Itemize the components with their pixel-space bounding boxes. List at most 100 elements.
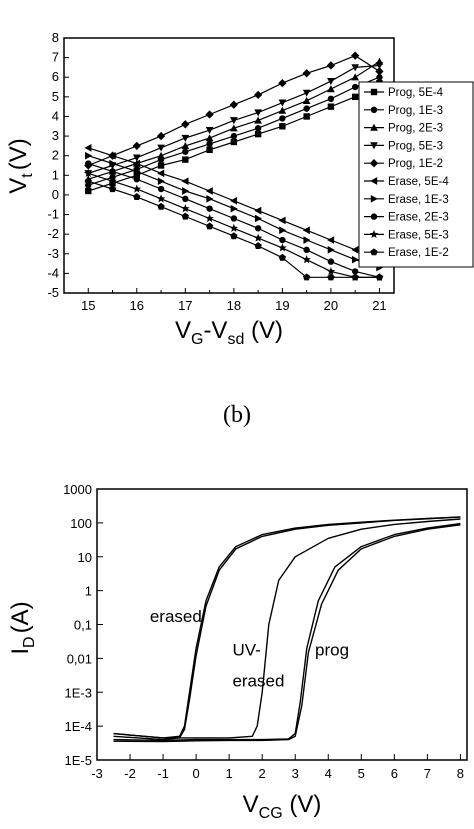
chart-a-data-point <box>253 90 263 100</box>
chart-a-data-point <box>157 151 165 159</box>
chart-a-y-tick-label: 0 <box>52 187 59 202</box>
chart-a-data-point <box>157 177 165 186</box>
chart-a-data-point <box>132 184 142 193</box>
chart-a-data-point <box>84 168 93 177</box>
chart-a-data-point <box>182 195 189 203</box>
chart-b-curve-4 <box>113 524 461 743</box>
chart-a-legend-entry: Erase, 1E-2 <box>364 247 449 259</box>
chart-a-data-point <box>205 222 214 230</box>
chart-a-data-point <box>327 95 335 103</box>
chart-b-x-ticks: -3 -2 -1 0 1 2 3 4 5 6 7 8 <box>91 754 464 781</box>
chart-a-data-point <box>230 124 238 132</box>
chart-a-legend-entry: Prog, 5E-3 <box>364 140 443 152</box>
chart-a-legend-label: Prog, 1E-2 <box>388 158 443 170</box>
chart-a-legend-marker <box>370 106 378 114</box>
chart-a-data-point <box>108 151 116 160</box>
chart-a-series-4 <box>84 51 384 170</box>
chart-a-data-point <box>351 268 359 275</box>
chart-a-x-tick-label: 17 <box>178 298 192 313</box>
chart-a-legend-entry: Erase, 5E-3 <box>364 229 449 241</box>
chart-a-data-point <box>133 193 141 200</box>
chart-a-data-point <box>376 74 383 81</box>
chart-b-y-tick-label: 1 <box>85 584 92 599</box>
chart-b-y-tick-label: 0,1 <box>74 618 92 633</box>
chart-a-data-point <box>254 225 262 232</box>
chart-a-data-point <box>278 106 287 114</box>
chart-a-data-point <box>157 144 165 152</box>
chart-a-data-point <box>206 146 213 154</box>
chart-a-data-point <box>230 138 238 146</box>
chart-a-data-point <box>327 77 335 85</box>
chart-a-data-point <box>375 273 384 281</box>
chart-a-data-point <box>133 176 140 183</box>
chart-a-y-tick-label: 8 <box>52 30 59 45</box>
chart-a-legend-entry: Prog, 1E-3 <box>364 105 443 117</box>
chart-a-data-point <box>133 172 140 179</box>
chart-a-data-point <box>85 187 92 195</box>
chart-b-x-tick-label: -1 <box>157 766 169 781</box>
chart-a-data-point <box>303 105 310 112</box>
chart-a-legend-entry: Erase, 5E-4 <box>364 176 449 188</box>
chart-a-data-point <box>254 206 262 215</box>
chart-a-data-point <box>229 223 239 232</box>
chart-b-x-tick-label: 3 <box>292 766 299 781</box>
chart-a-data-point <box>109 168 116 175</box>
chart-b-annotation: erased <box>232 671 284 690</box>
chart-a-data-point <box>253 233 263 242</box>
chart-a-data-point <box>278 253 287 261</box>
chart-a-data-point <box>157 169 165 178</box>
chart-a-data-point <box>254 214 262 223</box>
chart-a-y-tick-label: 2 <box>52 148 59 163</box>
chart-a-data-point <box>132 159 140 168</box>
chart-a-legend-label: Erase, 1E-3 <box>388 194 449 206</box>
chart-a-data-point <box>327 85 335 93</box>
chart-b-y-tick-label: 0,01 <box>67 651 92 666</box>
chart-b-y-tick-label: 1E-3 <box>65 685 92 700</box>
chart-a-data-point <box>181 212 189 220</box>
chart-a-data-point <box>326 266 336 276</box>
chart-a-data-point <box>206 140 213 148</box>
chart-a-data-point <box>206 195 214 203</box>
chart-a-data-point <box>109 179 116 187</box>
chart-a-data-point <box>205 213 214 223</box>
chart-b-curve-1 <box>113 516 461 741</box>
chart-b-x-axis-label: VCG (V) <box>243 791 322 822</box>
chart-a-data-point <box>230 232 238 240</box>
chart-a-data-point <box>254 116 262 124</box>
chart-a-legend-box <box>358 81 474 268</box>
chart-a-data-point <box>156 194 166 203</box>
chart-a-data-point <box>351 93 359 101</box>
chart-a-data-point <box>157 185 165 193</box>
chart-a-data-point <box>230 196 238 205</box>
chart-a-series-9 <box>84 177 384 281</box>
chart-a-data-point <box>303 236 311 244</box>
chart-a-data-point <box>278 216 286 225</box>
chart-a-data-point <box>327 273 335 281</box>
chart-b-x-tick-label: 6 <box>391 766 398 781</box>
chart-b-x-tick-label: 1 <box>226 766 233 781</box>
chart-b-curve-2 <box>113 518 461 739</box>
chart-a-data-point <box>181 142 190 150</box>
chart-a-data-point <box>302 89 311 97</box>
chart-a-data-point <box>302 96 311 104</box>
chart-a-data-point <box>278 99 287 107</box>
chart-a-data-point <box>327 246 335 254</box>
chart-a-data-point <box>302 226 310 235</box>
chart-b-y-axis-label: ID(A) <box>7 601 38 654</box>
chart-b-x-tick-label: 4 <box>325 766 332 781</box>
chart-a-legend-label: Prog, 5E-4 <box>388 87 444 99</box>
chart-a-legend-label: Erase, 5E-3 <box>388 229 449 241</box>
chart-a-data-point <box>205 126 214 135</box>
chart-a-legend-label: Prog, 1E-3 <box>388 105 443 117</box>
chart-a-x-tick-label: 19 <box>275 298 289 313</box>
chart-b-x-tick-label: 8 <box>457 766 464 781</box>
chart-a-data-point <box>327 258 335 265</box>
chart-a-legend-marker <box>370 88 378 96</box>
chart-b-annotation: prog <box>315 641 349 660</box>
chart-a-data-point <box>229 100 239 109</box>
chart-a-data-point <box>157 162 165 169</box>
chart-a-x-axis-label: VG-Vsd (V) <box>175 317 283 348</box>
chart-a-data-point <box>254 125 262 132</box>
chart-a-legend-label: Erase, 5E-4 <box>388 176 449 188</box>
chart-b-annotations: erased UV-erased prog <box>150 607 349 690</box>
